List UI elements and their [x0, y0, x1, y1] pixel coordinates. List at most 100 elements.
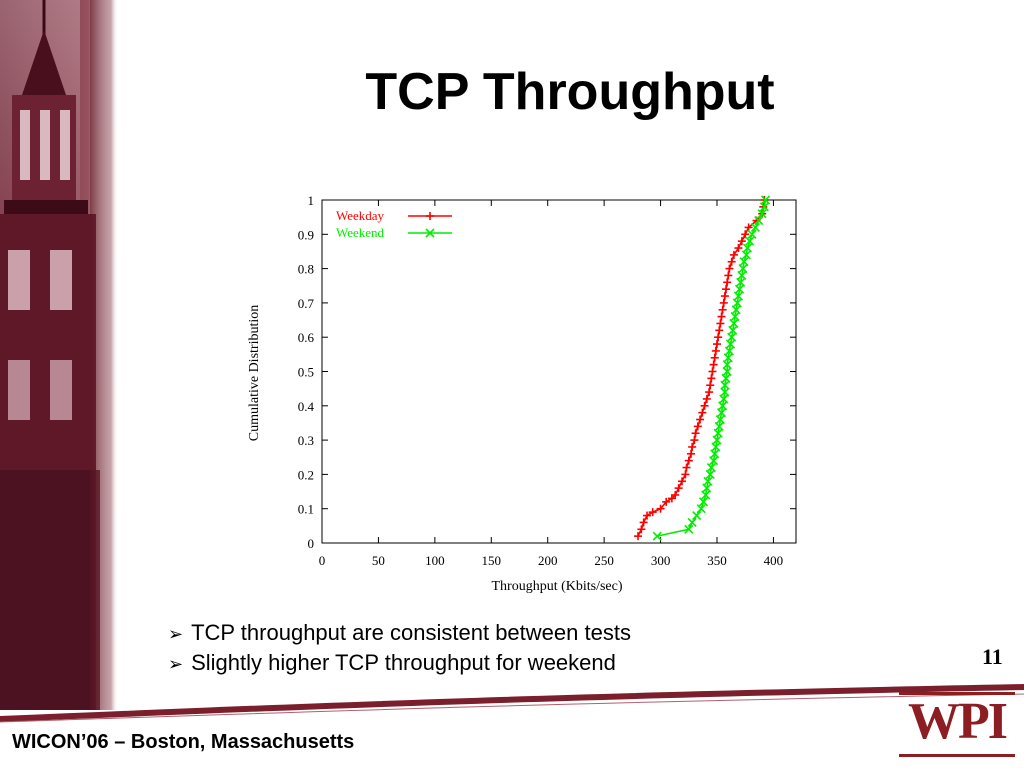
data-point-weekend: [750, 222, 760, 233]
data-point-weekday: [691, 429, 700, 438]
data-point-weekday: [714, 333, 723, 342]
data-point-weekday: [674, 484, 683, 493]
data-point-weekday: [741, 230, 750, 239]
data-point-weekend: [720, 387, 730, 397]
chart-axes: [321, 199, 797, 544]
data-point-weekday: [693, 422, 702, 431]
data-point-weekday: [671, 490, 680, 499]
data-point-weekend: [652, 531, 662, 541]
data-point-weekday: [715, 326, 724, 335]
x-axis-label: Throughput (Kbits/sec): [491, 579, 622, 594]
y-tick-label: 0.3: [298, 433, 314, 448]
slide-title: TCP Throughput: [365, 63, 775, 121]
data-point-weekday: [681, 470, 690, 479]
data-point-weekday: [678, 477, 687, 486]
legend-label-weekend: Weekend: [336, 225, 385, 240]
x-tick-label: 50: [372, 553, 385, 568]
y-tick-label: 1: [308, 193, 315, 208]
data-point-weekend: [722, 366, 732, 377]
data-point-weekend: [739, 257, 749, 267]
footer-swoosh-rule: [0, 684, 1024, 723]
data-point-weekday: [648, 508, 657, 517]
data-point-weekday: [688, 442, 697, 451]
data-point-weekday: [737, 237, 746, 246]
data-point-weekday: [682, 463, 691, 472]
data-point-weekend: [757, 209, 767, 219]
data-point-weekday: [639, 518, 648, 527]
y-tick-label: 0.4: [298, 399, 315, 414]
series-layer: [634, 195, 771, 541]
data-point-weekday: [719, 298, 728, 307]
data-point-weekday: [711, 346, 720, 355]
data-point-weekday: [724, 271, 733, 280]
bullet-list: ➢ TCP throughput are consistent between t…: [168, 618, 808, 678]
data-point-weekend: [692, 510, 702, 521]
x-tick-label: 0: [319, 553, 326, 568]
data-point-weekday: [717, 312, 726, 321]
data-point-weekday: [656, 504, 665, 513]
data-point-weekend: [684, 524, 694, 534]
data-point-weekday: [687, 449, 696, 458]
legend-marker-weekday: [426, 212, 434, 220]
data-point-weekday: [710, 353, 719, 362]
data-point-weekday: [702, 394, 711, 403]
wpi-logo-text: WPI: [908, 693, 1008, 750]
data-point-weekday: [698, 408, 707, 417]
data-point-weekday: [722, 285, 731, 294]
x-tick-label: 300: [651, 553, 671, 568]
data-point-weekend: [698, 497, 709, 507]
series-weekend: [652, 195, 771, 541]
bullet-text: Slightly higher TCP throughput for weeke…: [191, 650, 616, 675]
data-point-weekday: [723, 278, 732, 287]
data-point-weekday: [705, 388, 714, 397]
data-point-weekday: [725, 264, 734, 273]
y-axis-label: Cumulative Distribution: [247, 305, 262, 442]
page-number: 11: [982, 644, 1003, 669]
data-point-weekend: [754, 216, 764, 226]
x-tick-label: 400: [764, 553, 784, 568]
x-tick-labels: 0 50 100 150 200 250 300 350 400: [319, 553, 783, 568]
data-point-weekday: [709, 360, 718, 369]
y-tick-label: 0.1: [298, 502, 314, 517]
cdf-chart: 0 0.1 0.2 0.3 0.4 0.5 0.6 0.7 0.8 0.9 1 0 50 100 150 2…: [247, 193, 797, 594]
data-point-weekend: [745, 236, 755, 246]
bullet-text: TCP throughput are consistent between te…: [191, 620, 631, 645]
building-photo-strip: [0, 0, 118, 710]
footer-conference-label: WICON’06 – Boston, Massachusetts: [12, 731, 355, 753]
data-point-weekday: [690, 436, 699, 445]
arrowhead-bullet-icon: ➢: [168, 654, 184, 674]
arrowhead-bullet-icon: ➢: [168, 624, 184, 644]
legend-label-weekday: Weekday: [336, 208, 385, 223]
data-point-weekend: [696, 504, 706, 514]
data-point-weekday: [634, 532, 642, 541]
bullet-item: ➢ Slightly higher TCP throughput for week…: [168, 648, 808, 678]
data-point-weekday: [718, 305, 727, 314]
data-point-weekday: [700, 401, 709, 410]
x-tick-label: 250: [594, 553, 614, 568]
chart-legend: Weekday Weekend: [336, 208, 452, 240]
logo-bottom-rule: [899, 754, 1015, 757]
data-point-weekday: [662, 497, 671, 506]
data-point-weekday: [706, 381, 715, 390]
wpi-logo: WPI: [893, 690, 1021, 762]
data-point-weekday: [643, 511, 652, 520]
y-tick-label: 0.8: [298, 262, 314, 277]
bullet-item: ➢ TCP throughput are consistent between t…: [168, 618, 808, 648]
x-tick-label: 350: [707, 553, 727, 568]
x-tick-label: 100: [425, 553, 445, 568]
series-weekday: [634, 196, 769, 541]
data-point-weekday: [684, 456, 693, 465]
y-tick-label: 0: [308, 536, 315, 551]
y-tick-label: 0.6: [298, 330, 315, 345]
data-point-weekend: [687, 517, 697, 527]
y-tick-label: 0.7: [298, 296, 315, 311]
data-point-weekday: [729, 250, 738, 259]
legend-marker-weekend: [425, 228, 435, 238]
y-tick-label: 0.2: [298, 467, 314, 482]
data-point-weekday: [708, 367, 717, 376]
data-point-weekday: [707, 374, 716, 383]
data-point-weekend: [760, 195, 771, 205]
data-point-weekday: [637, 525, 646, 534]
data-point-weekend: [747, 229, 757, 239]
data-point-weekend: [703, 476, 713, 486]
